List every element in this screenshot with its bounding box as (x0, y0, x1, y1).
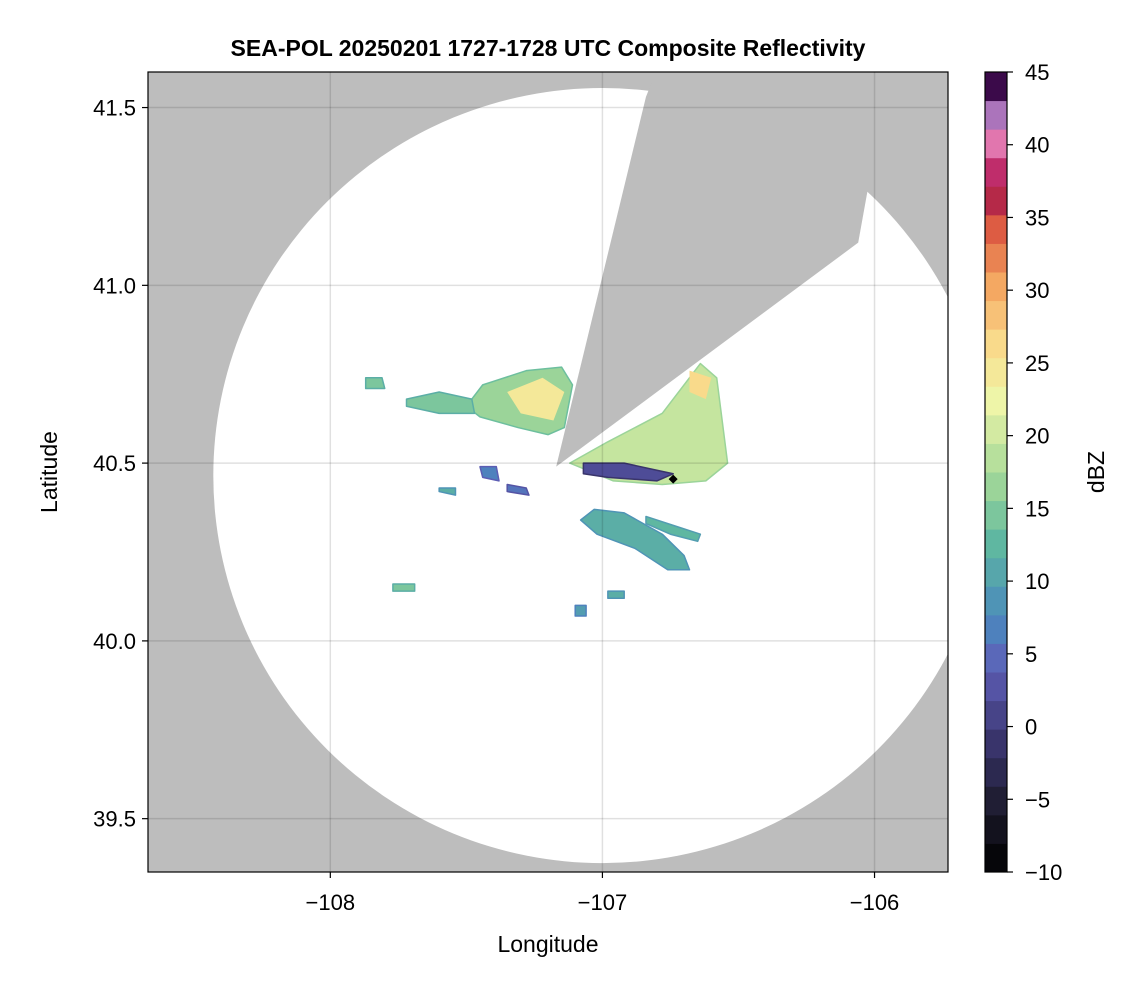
colorbar-tick-label: 20 (1025, 424, 1049, 449)
echo-east-cell-weak-band (582, 462, 674, 482)
colorbar-segment (985, 643, 1007, 673)
echo-northwest-isolated (364, 377, 386, 390)
plot-area (148, 72, 948, 872)
colorbar-tick-label: −10 (1025, 860, 1062, 885)
y-tick-label: 41.0 (93, 273, 136, 298)
colorbar-tick-label: 5 (1025, 642, 1037, 667)
colorbar-segment (985, 129, 1007, 159)
colorbar-tick-label: 30 (1025, 278, 1049, 303)
colorbar-tick-label: 15 (1025, 496, 1049, 521)
colorbar-segment (985, 586, 1007, 616)
colorbar-segment (985, 272, 1007, 302)
echo-south-fragment (607, 590, 625, 599)
colorbar-segment (985, 557, 1007, 587)
colorbar-segment (985, 529, 1007, 559)
colorbar-segment (985, 186, 1007, 216)
colorbar-segment (985, 443, 1007, 473)
colorbar-segment (985, 614, 1007, 644)
colorbar-segment (985, 414, 1007, 444)
echo-west-fragment-2 (506, 483, 530, 496)
colorbar-frame (984, 71, 1008, 873)
colorbar-segment (985, 329, 1007, 359)
x-tick-label: −108 (306, 890, 356, 915)
y-tick-label: 40.0 (93, 629, 136, 654)
y-tick-label: 39.5 (93, 807, 136, 832)
colorbar-segment (985, 757, 1007, 787)
colorbar-segment (985, 300, 1007, 330)
echo-southwest-fragment (392, 583, 416, 592)
echo-northwest-tail (405, 391, 476, 415)
colorbar-segment (985, 357, 1007, 387)
echo-core-east-cell (689, 370, 712, 400)
colorbar-tick-label: 45 (1025, 60, 1049, 85)
y-axis-label: Latitude (36, 431, 62, 513)
colorbar-segment (985, 786, 1007, 816)
colorbar-segment (985, 814, 1007, 844)
colorbar-segment (985, 243, 1007, 273)
colorbar-segment (985, 72, 1007, 102)
x-tick-label: −107 (578, 890, 628, 915)
colorbar-tick-label: 40 (1025, 133, 1049, 158)
colorbar-segment (985, 500, 1007, 530)
plot-frame (147, 71, 949, 873)
x-axis-label: Longitude (497, 931, 598, 957)
y-tick-label: 41.5 (93, 96, 136, 121)
y-tick-label: 40.5 (93, 451, 136, 476)
colorbar-tick-label: 10 (1025, 569, 1049, 594)
echo-south-isolated (574, 604, 587, 617)
echo-east-cell (569, 362, 729, 486)
x-tick-label: −106 (850, 890, 900, 915)
colorbar-tick-label: 0 (1025, 715, 1037, 740)
colorbar-segment (985, 700, 1007, 730)
colorbar-segment (985, 672, 1007, 702)
colorbar-segment (985, 214, 1007, 244)
echo-west-fragment-1 (479, 465, 500, 482)
colorbar-segment (985, 843, 1007, 873)
echo-south-band (579, 508, 691, 571)
colorbar-tick-label: 35 (1025, 205, 1049, 230)
echo-core-north-cell (507, 377, 565, 421)
colorbar-segment (985, 386, 1007, 416)
blocked-sector (556, 72, 889, 467)
colorbar-label: dBZ (1083, 451, 1109, 493)
colorbar-segment (985, 729, 1007, 759)
colorbar-segment (985, 100, 1007, 130)
colorbar-tick-label: −5 (1025, 787, 1050, 812)
colorbar-segment (985, 157, 1007, 187)
colorbar-tick-label: 25 (1025, 351, 1049, 376)
colorbar-segment (985, 472, 1007, 502)
echo-southeast-band (645, 515, 702, 543)
radar-site-marker (668, 474, 678, 484)
chart-title: SEA-POL 20250201 1727-1728 UTC Composite… (230, 35, 866, 61)
echo-west-fragment-3 (438, 487, 457, 496)
